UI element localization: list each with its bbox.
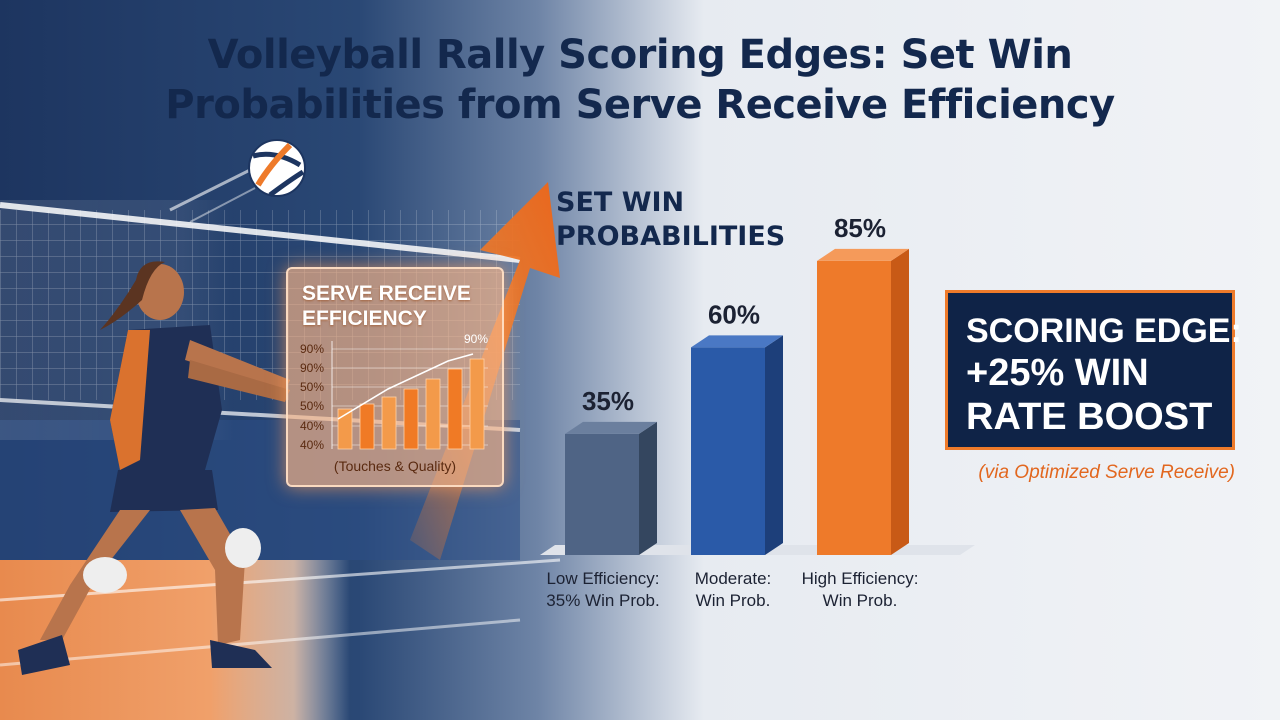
inset-chart: 90% 90% 50% 50% 40% 40% 90% (Touches & Quality) [288,269,502,485]
inset-caption: (Touches & Quality) [334,458,456,474]
category-label-moderate: Moderate: Win Prob. [658,568,808,612]
inset-bar [359,403,375,450]
bar-top [817,248,909,261]
category-label-line-1: High Efficiency: [801,569,919,588]
inset-y-tick: 40% [300,438,324,452]
category-label-line-2: 35% Win Prob. [546,591,660,610]
scoring-edge-line-2: +25% WIN [966,352,1149,394]
bar-top [691,335,783,348]
bar-side [765,335,783,555]
bar-value-label: 85% [834,213,886,243]
inset-bar [381,396,397,450]
inset-bar [447,368,463,450]
inset-bar [337,408,353,450]
title-line-1: Volleyball Rally Scoring Edges: Set Win [207,32,1073,78]
inset-bar [469,358,485,450]
inset-title-line-1: SERVE RECEIVE [302,282,471,305]
bar-value-label: 35% [582,386,634,416]
chart-title-line-2: PROBABILITIES [556,221,786,252]
category-label-line-2: Win Prob. [695,591,771,610]
scoring-edge-line-3: RATE BOOST [966,396,1213,438]
bar-3 [817,248,909,555]
bar-2 [691,335,783,555]
chart-title-line-1: SET WIN [556,187,685,218]
inset-title-line-2: EFFICIENCY [302,307,427,330]
bar-front [565,433,639,555]
inset-y-tick: 50% [300,399,324,413]
title-line-2: Probabilities from Serve Receive Efficie… [165,82,1115,128]
inset-bar [403,388,419,450]
scoring-edge-box: SCORING EDGE: +25% WIN RATE BOOST [945,290,1242,450]
bar-front [817,260,891,555]
bar-side [891,248,909,555]
serve-receive-inset: 90% 90% 50% 50% 40% 40% 90% (Touches & Quality)… [286,267,504,487]
inset-y-tick: 90% [300,361,324,375]
inset-y-tick: 40% [300,419,324,433]
category-label-low: Low Efficiency: 35% Win Prob. [528,568,678,612]
page-title: Volleyball Rally Scoring Edges: Set Win … [0,30,1280,130]
category-label-line-1: Low Efficiency: [546,569,660,588]
bar-front [691,347,765,555]
category-label-high: High Efficiency: Win Prob. [785,568,935,612]
category-label-line-2: Win Prob. [822,591,898,610]
bar-side [639,421,657,555]
inset-title: SERVE RECEIVE EFFICIENCY [302,281,502,331]
inset-trend-line [337,353,474,420]
scoring-edge-note: (via Optimized Serve Receive) [978,462,1235,483]
player-illustration [18,261,290,675]
inset-top-label: 90% [464,332,488,346]
category-label-line-1: Moderate: [694,569,772,588]
volleyball-icon [248,139,306,198]
bar-top [565,421,657,434]
inset-y-tick: 90% [300,342,324,356]
inset-y-tick: 50% [300,380,324,394]
bar-1 [565,421,657,555]
chart-title: SET WIN PROBABILITIES [556,186,785,254]
inset-bar [425,378,441,450]
bar-value-label: 60% [708,299,760,329]
scoring-edge-line-1: SCORING EDGE: [966,312,1242,350]
